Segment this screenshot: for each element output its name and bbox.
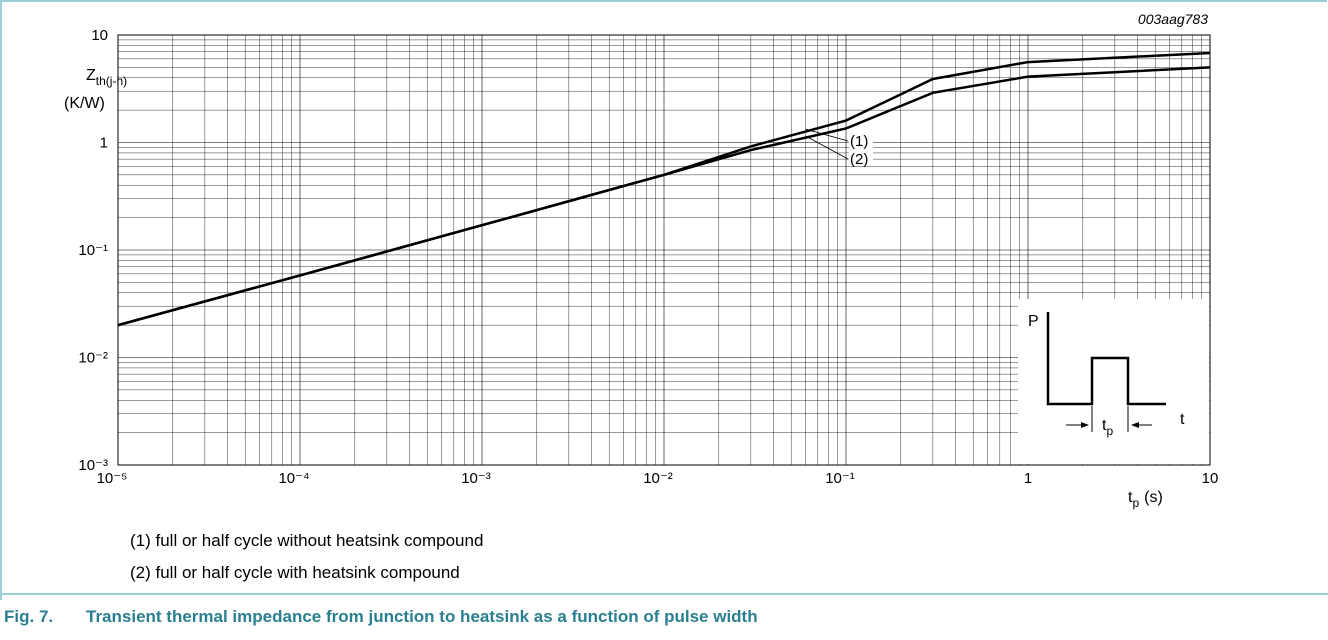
y-axis-label: Zth(j-h) [86,67,127,88]
pulse-subscript: p [1106,424,1113,438]
frame [0,0,1327,600]
figure-caption: Transient thermal impedance from junctio… [86,607,758,626]
x-axis-unit: (s) [1144,489,1163,506]
series-label: (1) [850,133,868,150]
inset: P t tp [1018,299,1209,464]
x-tick-label: 1 [1024,470,1032,487]
x-axis-symbol: t [1128,489,1133,506]
x-tick-label: 10⁻¹ [825,470,855,487]
plot: 10⁻⁵ 10⁻⁴ 10⁻³ 10⁻² 10⁻¹ 1 10 10⁻³ 10⁻² 10⁻¹ 1 10 (1… [78,27,1218,487]
series-line [117,66,1211,327]
y-tick-label: 10⁻¹ [78,242,108,259]
inset-box [1018,299,1209,464]
series-label-bg [849,132,873,148]
y-tick-label: 10⁻³ [78,457,108,474]
inset-pulse-label: tp [1102,417,1113,438]
figure-number: Fig. 7. [4,607,53,626]
plot-border [117,34,1211,466]
y-axis-symbol: Z [86,67,96,84]
inset-time-label: t [1180,411,1185,428]
x-tick-label: 10⁻³ [461,470,491,487]
leader-line [805,135,849,160]
y-axis-subscript: th(j-h) [96,74,127,88]
x-tick-label: 10⁻⁴ [278,470,309,487]
y-axis-unit: (K/W) [64,95,105,112]
pulse-symbol: t [1102,417,1107,434]
x-tick-label: 10 [1202,470,1219,487]
y-tick-label: 10⁻² [78,350,108,367]
series-label: (2) [850,151,868,168]
pulse-shape [1046,312,1166,406]
x-tick-label: 10⁻² [643,470,673,487]
x-axis-subscript: p [1132,496,1139,510]
pulse-dimension [1066,406,1152,432]
inset-power-label: P [1028,313,1039,330]
y-tick-label: 10 [91,27,108,44]
y-tick-label: 1 [100,135,108,152]
note: (2) full or half cycle with heatsink com… [130,563,460,582]
x-axis-label: tp (s) [1128,489,1163,510]
leader-line [805,128,849,142]
figure-code: 003aag783 [1138,11,1208,27]
x-tick-label: 10⁻⁵ [97,470,128,487]
series-label-bg [849,150,873,166]
note: (1) full or half cycle without heatsink … [130,531,483,550]
